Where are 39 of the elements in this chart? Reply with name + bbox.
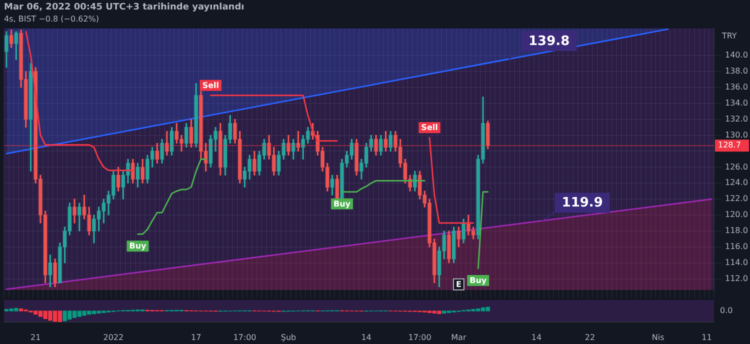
- y-tick-label: 132.0: [725, 114, 748, 124]
- y-tick-label: 122.0: [725, 194, 748, 204]
- x-tick-label: 14: [531, 332, 542, 342]
- y-tick-label: 112.0: [725, 274, 748, 283]
- y-tick-label: 138.0: [725, 66, 748, 76]
- y-tick-label: 120.0: [725, 210, 748, 220]
- y-tick-label: 130.0: [725, 130, 748, 140]
- y-tick-label: 124.0: [725, 178, 748, 188]
- y-tick-label: 140.0: [725, 50, 748, 60]
- annotation: Buy: [333, 199, 352, 208]
- annotation: Buy: [470, 276, 488, 286]
- x-tick-label: 2022: [103, 332, 124, 342]
- annotation: Sell: [421, 123, 438, 132]
- annotation: 119.9: [562, 196, 603, 211]
- x-tick-label: 17: [190, 332, 202, 342]
- x-tick-label: 11: [702, 332, 712, 342]
- annotation: Sell: [202, 80, 220, 90]
- x-tick-label: 17:00: [233, 332, 256, 342]
- x-tick-label: 14: [361, 332, 372, 342]
- annotation: 139.8: [528, 34, 570, 49]
- x-tick-label: Mar: [451, 332, 467, 342]
- x-tick-label: Şub: [280, 332, 296, 342]
- chart-title: Mar 06, 2022 00:45 UTC+3 tarihinde yayınlandı: [4, 2, 244, 13]
- annotation: Buy: [129, 242, 148, 251]
- annotation: E: [456, 280, 462, 289]
- text: 0.0: [720, 306, 733, 316]
- y-tick-label: 134.0: [725, 98, 748, 108]
- y-tick-label: 136.0: [725, 82, 748, 92]
- ref-line-label: 128.7: [718, 140, 741, 150]
- y-tick-label: 126.0: [725, 162, 748, 172]
- y-tick-label: 118.0: [725, 226, 748, 236]
- x-tick-label: 17:00: [408, 332, 432, 342]
- y-axis-title: TRY: [721, 31, 737, 40]
- x-tick-label: 22: [584, 332, 596, 342]
- x-tick-label: 21: [30, 332, 41, 342]
- chart-subtitle: 4s, BIST −0.8 (−0.62%): [4, 14, 100, 24]
- x-tick-label: Nis: [652, 332, 664, 342]
- y-tick-label: 116.0: [725, 242, 748, 252]
- y-tick-label: 114.0: [725, 258, 748, 267]
